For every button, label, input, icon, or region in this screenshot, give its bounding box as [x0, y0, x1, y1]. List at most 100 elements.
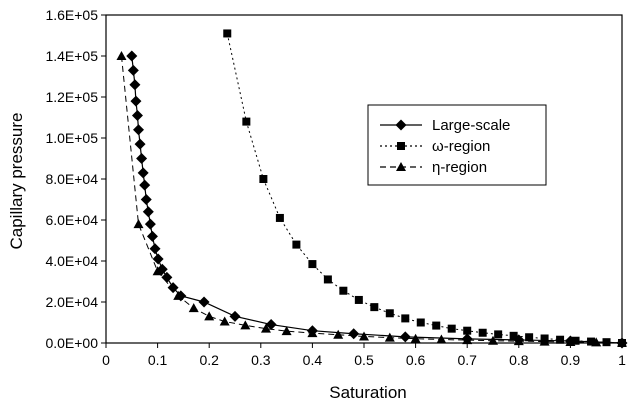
data-point: [146, 230, 158, 242]
data-point: [333, 329, 344, 339]
series-line: [120, 55, 623, 344]
data-point: [259, 175, 268, 183]
data-point: [152, 253, 164, 265]
data-point: [133, 219, 144, 229]
data-point: [149, 243, 161, 255]
x-tick-label: 0.9: [561, 352, 581, 368]
data-point: [308, 260, 317, 269]
data-point: [339, 286, 348, 295]
data-point: [571, 336, 580, 345]
x-tick-label: 0.6: [406, 352, 426, 368]
series-square: [223, 29, 626, 347]
data-point: [136, 153, 148, 164]
data-point: [167, 282, 179, 294]
data-point: [509, 331, 518, 340]
data-point: [281, 326, 292, 336]
data-point: [219, 316, 230, 326]
data-point: [134, 138, 146, 150]
legend-marker: [396, 162, 406, 171]
data-point: [410, 333, 421, 343]
legend: Large-scale ω-region η-region: [367, 104, 547, 186]
y-tick-label: 2.0E+04: [45, 294, 98, 310]
data-point: [116, 51, 127, 60]
x-tick-label: 0.2: [199, 352, 219, 368]
data-point: [198, 296, 210, 308]
data-point: [144, 218, 156, 230]
data-point: [173, 290, 184, 300]
data-point: [399, 331, 411, 343]
legend-label: ω-region: [432, 138, 490, 155]
data-point: [385, 309, 394, 318]
data-point: [354, 295, 363, 304]
x-tick-label: 0.5: [354, 352, 374, 368]
legend-marker: [395, 119, 407, 131]
data-point: [416, 318, 425, 327]
data-point: [539, 336, 550, 346]
data-point: [348, 328, 360, 340]
data-point: [275, 213, 284, 222]
data-point: [260, 323, 271, 333]
y-tick-label: 1.6E+05: [45, 7, 98, 23]
data-point: [494, 330, 503, 339]
y-tick-label: 1.4E+05: [45, 48, 98, 64]
legend-marker: [397, 142, 405, 150]
data-point: [307, 328, 318, 338]
data-point: [229, 310, 241, 322]
data-point: [436, 334, 447, 344]
x-tick-label: 0.1: [148, 352, 168, 368]
data-point: [292, 240, 301, 249]
data-point: [617, 337, 627, 347]
series-line: [226, 33, 623, 344]
x-tick-label: 0.8: [509, 352, 529, 368]
data-point: [142, 206, 154, 218]
x-tick-label: 0.7: [457, 352, 477, 368]
data-point: [565, 336, 576, 346]
data-point: [130, 95, 142, 107]
data-point: [140, 194, 152, 205]
x-tick-label: 0.3: [251, 352, 271, 368]
data-point: [127, 64, 139, 76]
data-point: [126, 50, 138, 62]
data-point: [591, 337, 602, 347]
x-tick-label: 1: [618, 352, 626, 368]
data-point: [401, 314, 410, 323]
data-point: [556, 335, 565, 344]
data-point: [188, 303, 199, 313]
data-point: [384, 332, 395, 342]
data-point: [129, 79, 141, 91]
x-axis-label: Saturation: [329, 383, 407, 402]
data-point: [478, 328, 487, 337]
y-tick-label: 1.2E+05: [45, 89, 98, 105]
axes: 0 0.1 0.2 0.3 0.4 0.5 0.6 0.7 0.8 0.9 1 0.0E+00 2.0E…: [45, 7, 626, 368]
data-point: [204, 311, 215, 321]
y-tick-label: 0.0E+00: [45, 335, 98, 351]
data-point: [137, 167, 149, 179]
data-point: [131, 109, 143, 121]
data-point: [359, 331, 369, 341]
data-point: [323, 275, 332, 284]
data-point: [432, 321, 441, 330]
data-point: [139, 179, 151, 191]
data-point: [161, 271, 173, 283]
legend-label: Large-scale: [432, 117, 510, 134]
data-point: [370, 303, 379, 312]
series-layer: [116, 29, 628, 349]
data-point: [447, 324, 456, 333]
data-point: [488, 335, 498, 345]
y-tick-label: 6.0E+04: [45, 212, 98, 228]
y-axis-label: Capillary pressure: [7, 113, 26, 250]
y-tick-label: 1.0E+05: [45, 130, 98, 146]
data-point: [525, 333, 534, 342]
legend-label: η-region: [432, 159, 487, 176]
y-tick-label: 8.0E+04: [45, 171, 98, 187]
series-triangle: [116, 51, 627, 347]
data-point: [152, 266, 163, 276]
data-point: [587, 337, 596, 346]
series-diamond: [126, 50, 628, 349]
data-point: [602, 338, 611, 347]
data-point: [265, 319, 277, 331]
x-tick-label: 0: [102, 352, 110, 368]
data-point: [513, 336, 524, 346]
data-point: [240, 320, 251, 330]
